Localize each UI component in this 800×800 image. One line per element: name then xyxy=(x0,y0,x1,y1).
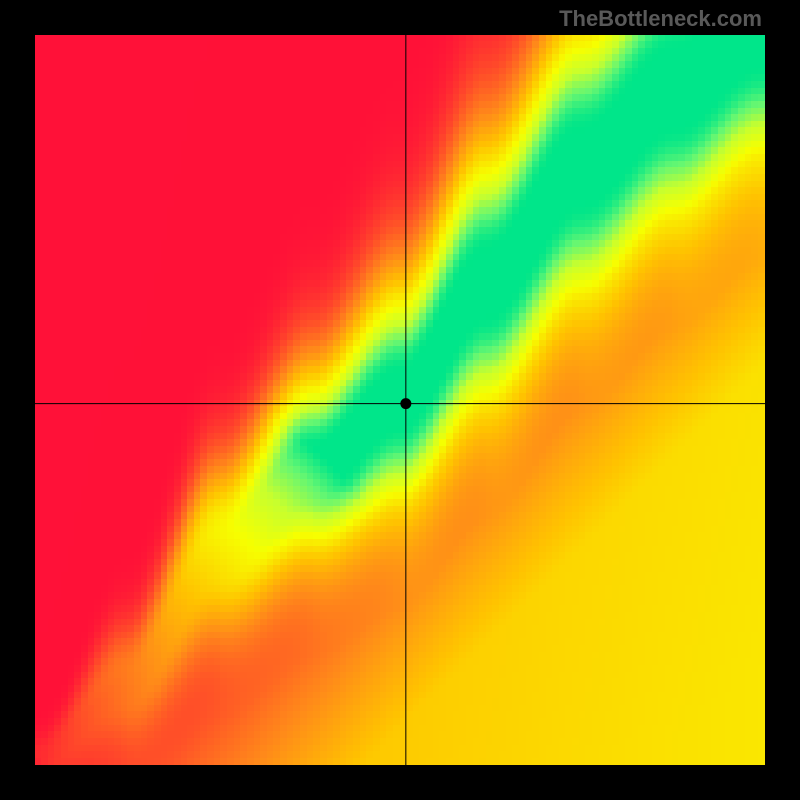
watermark-label: TheBottleneck.com xyxy=(559,6,762,32)
bottleneck-heatmap xyxy=(35,35,765,765)
chart-container: TheBottleneck.com xyxy=(0,0,800,800)
